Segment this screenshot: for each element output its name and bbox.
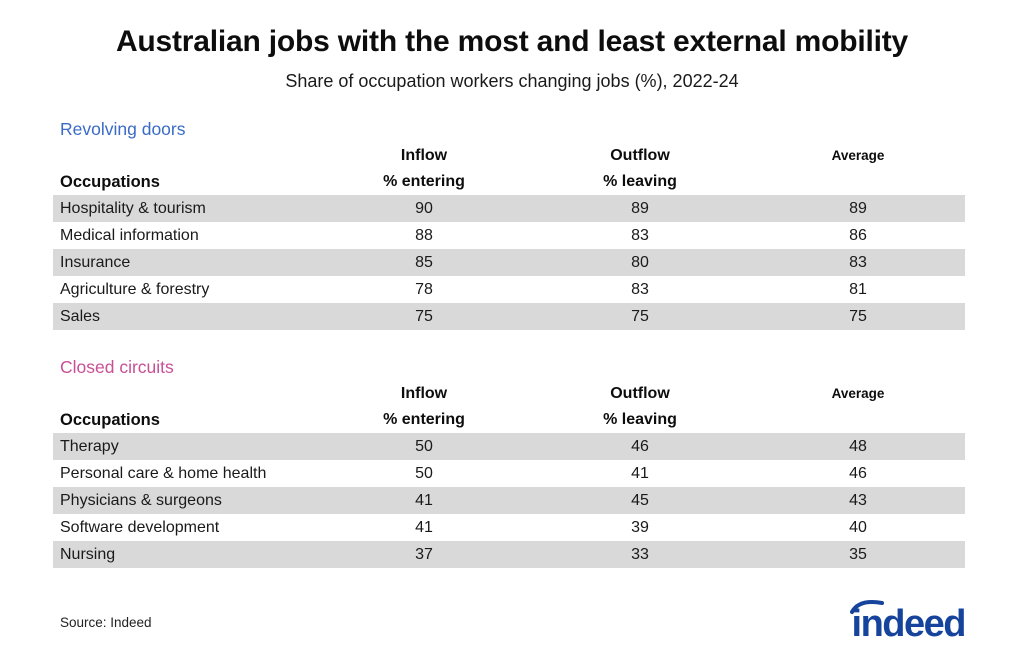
occupation-cell: Personal care & home health	[60, 465, 267, 482]
outflow-cell: 45	[631, 492, 649, 509]
table-row: Sales 75 75 75	[53, 303, 965, 330]
outflow-header-top: Outflow	[610, 385, 670, 402]
outflow-cell: 75	[631, 308, 649, 325]
occupation-cell: Insurance	[60, 254, 131, 271]
column-header-occupations-label: Occupations	[60, 173, 160, 191]
table-row: Hospitality & tourism 90 89 89	[53, 195, 965, 222]
average-cell: 89	[849, 200, 867, 217]
outflow-cell: 33	[631, 546, 649, 563]
table-row: Nursing 37 33 35	[53, 541, 965, 568]
occupation-cell: Medical information	[60, 227, 199, 244]
outflow-cell: 89	[631, 200, 649, 217]
average-cell: 46	[849, 465, 867, 482]
inflow-cell: 90	[415, 200, 433, 217]
inflow-cell: 85	[415, 254, 433, 271]
average-cell: 86	[849, 227, 867, 244]
average-cell: 40	[849, 519, 867, 536]
average-cell: 43	[849, 492, 867, 509]
section-label-closed-circuits: Closed circuits	[60, 357, 174, 377]
occupation-cell: Sales	[60, 308, 101, 325]
column-header-average: Average	[751, 143, 965, 195]
column-header-occupations: Occupations	[53, 381, 319, 433]
table-row: Personal care & home health 50 41 46	[53, 460, 965, 487]
outflow-header-bottom: % leaving	[603, 173, 677, 190]
closed-circuits-table: Occupations Inflow % entering Outflow % …	[53, 381, 965, 568]
average-header-label: Average	[831, 148, 885, 163]
occupation-cell: Hospitality & tourism	[60, 200, 206, 217]
table-row: Physicians & surgeons 41 45 43	[53, 487, 965, 514]
footer: Source: Indeed indeed	[60, 600, 967, 643]
table-row: Software development 41 39 40	[53, 514, 965, 541]
revolving-doors-table: Occupations Inflow % entering Outflow % …	[53, 143, 965, 330]
figure: Australian jobs with the most and least …	[0, 27, 1024, 657]
outflow-header-top: Outflow	[610, 147, 670, 164]
inflow-cell: 50	[415, 465, 433, 482]
inflow-header-bottom: % entering	[383, 173, 465, 190]
table-row: Insurance 85 80 83	[53, 249, 965, 276]
column-header-outflow: Outflow % leaving	[529, 143, 751, 195]
inflow-header-bottom: % entering	[383, 411, 465, 428]
average-cell: 83	[849, 254, 867, 271]
chart-subtitle: Share of occupation workers changing job…	[285, 71, 739, 91]
outflow-cell: 83	[631, 227, 649, 244]
outflow-cell: 41	[631, 465, 649, 482]
inflow-cell: 78	[415, 281, 433, 298]
table-row: Therapy 50 46 48	[53, 433, 965, 460]
average-cell: 75	[849, 308, 867, 325]
column-header-inflow: Inflow % entering	[319, 381, 529, 433]
inflow-cell: 75	[415, 308, 433, 325]
average-header-spacer	[751, 407, 965, 433]
table-row: Agriculture & forestry 78 83 81	[53, 276, 965, 303]
inflow-header-top: Inflow	[400, 385, 448, 402]
occupation-cell: Software development	[60, 519, 220, 536]
outflow-cell: 39	[631, 519, 649, 536]
column-header-occupations-label: Occupations	[60, 411, 160, 429]
inflow-header-top: Inflow	[400, 147, 448, 164]
outflow-cell: 83	[631, 281, 649, 298]
inflow-cell: 50	[415, 438, 433, 455]
average-header-spacer	[751, 169, 965, 195]
logo-arc-icon	[849, 600, 884, 614]
outflow-header-bottom: % leaving	[603, 411, 677, 428]
inflow-cell: 88	[415, 227, 433, 244]
header-row: Occupations Inflow % entering Outflow % …	[53, 143, 965, 195]
indeed-logo: indeed	[849, 600, 967, 643]
column-header-inflow: Inflow % entering	[319, 143, 529, 195]
column-header-outflow: Outflow % leaving	[529, 381, 751, 433]
occupation-cell: Therapy	[60, 438, 119, 455]
inflow-cell: 41	[415, 519, 433, 536]
section-label-revolving-doors: Revolving doors	[60, 119, 186, 139]
table-row: Medical information 88 83 86	[53, 222, 965, 249]
inflow-cell: 41	[415, 492, 433, 509]
average-cell: 35	[849, 546, 867, 563]
header-row: Occupations Inflow % entering Outflow % …	[53, 381, 965, 433]
column-header-average: Average	[751, 381, 965, 433]
inflow-cell: 37	[415, 546, 433, 563]
chart-title: Australian jobs with the most and least …	[115, 25, 909, 58]
occupation-cell: Physicians & surgeons	[60, 492, 222, 509]
outflow-cell: 80	[631, 254, 649, 271]
column-header-occupations: Occupations	[53, 143, 319, 195]
occupation-cell: Agriculture & forestry	[60, 281, 210, 298]
occupation-cell: Nursing	[60, 546, 116, 563]
average-cell: 48	[849, 438, 867, 455]
average-header-label: Average	[831, 386, 885, 401]
average-cell: 81	[849, 281, 867, 298]
source-note: Source: Indeed	[60, 614, 152, 630]
outflow-cell: 46	[631, 438, 649, 455]
